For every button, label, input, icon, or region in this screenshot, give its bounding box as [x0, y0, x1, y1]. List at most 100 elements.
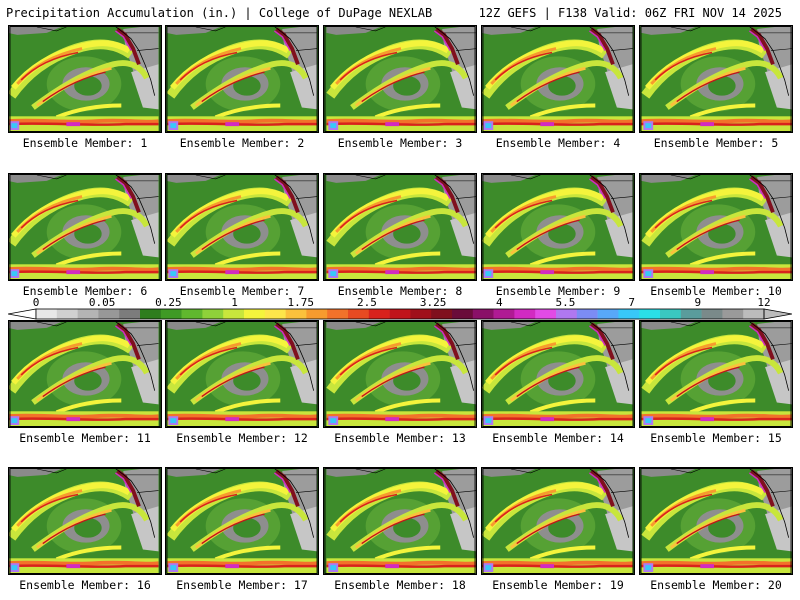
ensemble-panel-2: Ensemble Member: 2 [165, 25, 319, 150]
ensemble-member-label: Ensemble Member: 20 [650, 578, 782, 592]
ensemble-member-label: Ensemble Member: 6 [22, 284, 148, 298]
colorbar-tick-label: 0.25 [155, 296, 182, 309]
colorbar-swatch [36, 309, 58, 319]
precip-map-10 [639, 173, 793, 281]
ensemble-panel-16: Ensemble Member: 16 [8, 467, 162, 592]
colorbar-swatch [576, 309, 598, 319]
precip-map-11 [8, 320, 162, 428]
ensemble-member-label: Ensemble Member: 9 [495, 284, 621, 298]
colorbar-swatch [244, 309, 266, 319]
run-valid-time: 12Z GEFS | F138 Valid: 06Z FRI NOV 14 20… [478, 6, 782, 20]
ensemble-panel-15: Ensemble Member: 15 [639, 320, 793, 445]
colorbar-swatch [223, 309, 245, 319]
colorbar-swatch [701, 309, 723, 319]
precip-map-18 [323, 467, 477, 575]
colorbar-tick-label: 7 [628, 296, 635, 309]
colorbar-tick-label: 0.05 [88, 296, 116, 309]
colorbar-arrow-right [763, 308, 792, 320]
precip-map-9 [481, 173, 635, 281]
ensemble-member-label: Ensemble Member: 2 [179, 136, 305, 150]
precip-map-7 [165, 173, 319, 281]
ensemble-panel-19: Ensemble Member: 19 [481, 467, 635, 592]
colorbar-swatch [410, 309, 432, 319]
precip-map-14 [481, 320, 635, 428]
colorbar-swatch [77, 309, 99, 319]
colorbar-tick-label: 12 [757, 296, 771, 309]
colorbar-swatch [285, 309, 307, 319]
ensemble-member-label: Ensemble Member: 7 [179, 284, 305, 298]
precip-map-12 [165, 320, 319, 428]
ensemble-member-label: Ensemble Member: 12 [176, 431, 308, 445]
ensemble-panel-3: Ensemble Member: 3 [323, 25, 477, 150]
precip-map-6 [8, 173, 162, 281]
header: Precipitation Accumulation (in.) | Colle… [0, 0, 800, 24]
colorbar-swatch [56, 309, 78, 319]
precip-map-16 [8, 467, 162, 575]
colorbar-swatch [202, 309, 224, 319]
colorbar-tick-labels: 0 0.05 0.25 1 1.75 2.5 3.25 4 5.5 7 9 12 [8, 296, 792, 309]
ensemble-panel-4: Ensemble Member: 4 [481, 25, 635, 150]
ensemble-panel-5: Ensemble Member: 5 [639, 25, 793, 150]
ensemble-member-label: Ensemble Member: 18 [334, 578, 466, 592]
colorbar-swatch [556, 309, 578, 319]
ensemble-member-label: Ensemble Member: 19 [492, 578, 624, 592]
ensemble-panel-20: Ensemble Member: 20 [639, 467, 793, 592]
ensemble-panel-7: Ensemble Member: 7 [165, 173, 319, 298]
precip-map-4 [481, 25, 635, 133]
precip-map-3 [323, 25, 477, 133]
ensemble-member-label: Ensemble Member: 17 [176, 578, 308, 592]
ensemble-member-label: Ensemble Member: 5 [653, 136, 779, 150]
colorbar-tick-label: 1.75 [287, 296, 314, 309]
colorbar-swatch [389, 309, 411, 319]
colorbar-tick-label: 3.25 [419, 296, 447, 309]
ensemble-member-label: Ensemble Member: 13 [334, 431, 466, 445]
colorbar-swatch [368, 309, 390, 319]
colorbar-tick-label: 5.5 [555, 296, 576, 309]
ensemble-panel-11: Ensemble Member: 11 [8, 320, 162, 445]
precip-map-13 [323, 320, 477, 428]
ensemble-member-label: Ensemble Member: 3 [337, 136, 463, 150]
ensemble-panel-13: Ensemble Member: 13 [323, 320, 477, 445]
precip-map-17 [165, 467, 319, 575]
colorbar-swatch [535, 309, 557, 319]
colorbar-arrow-left [8, 308, 37, 320]
ensemble-member-label: Ensemble Member: 16 [19, 578, 151, 592]
colorbar-tick-label: 2.5 [356, 296, 377, 309]
ensemble-member-label: Ensemble Member: 15 [650, 431, 782, 445]
precip-map-8 [323, 173, 477, 281]
precip-map-2 [165, 25, 319, 133]
colorbar-swatch [431, 309, 453, 319]
ensemble-panel-18: Ensemble Member: 18 [323, 467, 477, 592]
ensemble-panel-8: Ensemble Member: 8 [323, 173, 477, 298]
ensemble-member-label: Ensemble Member: 14 [492, 431, 624, 445]
ensemble-member-label: Ensemble Member: 10 [650, 284, 782, 298]
colorbar-swatch [618, 309, 640, 319]
product-title: Precipitation Accumulation (in.) | Colle… [6, 6, 433, 20]
colorbar-tick-label: 1 [231, 296, 238, 309]
colorbar-swatch [327, 309, 349, 319]
precip-colorbar: 0 0.05 0.25 1 1.75 2.5 3.25 4 5.5 7 9 12 [8, 296, 792, 322]
colorbar-swatch [660, 309, 682, 319]
colorbar-scale [8, 308, 792, 320]
colorbar-swatch [597, 309, 619, 319]
colorbar-swatch [348, 309, 370, 319]
precip-map-15 [639, 320, 793, 428]
ensemble-panel-12: Ensemble Member: 12 [165, 320, 319, 445]
colorbar-swatch [160, 309, 182, 319]
colorbar-swatch [181, 309, 203, 319]
colorbar-swatch [472, 309, 494, 319]
colorbar-swatch [514, 309, 536, 319]
colorbar-swatch [639, 309, 661, 319]
ensemble-panel-17: Ensemble Member: 17 [165, 467, 319, 592]
colorbar-tick-label: 0 [32, 296, 40, 309]
colorbar-swatch [493, 309, 515, 319]
ensemble-panel-10: Ensemble Member: 10 [639, 173, 793, 298]
colorbar-swatch [722, 309, 744, 319]
colorbar-swatch [264, 309, 286, 319]
precip-map-5 [639, 25, 793, 133]
colorbar-swatch [140, 309, 162, 319]
colorbar-tick-label: 4 [495, 296, 503, 309]
colorbar-swatch [98, 309, 120, 319]
precip-map-19 [481, 467, 635, 575]
colorbar-tick-label: 9 [694, 296, 702, 309]
